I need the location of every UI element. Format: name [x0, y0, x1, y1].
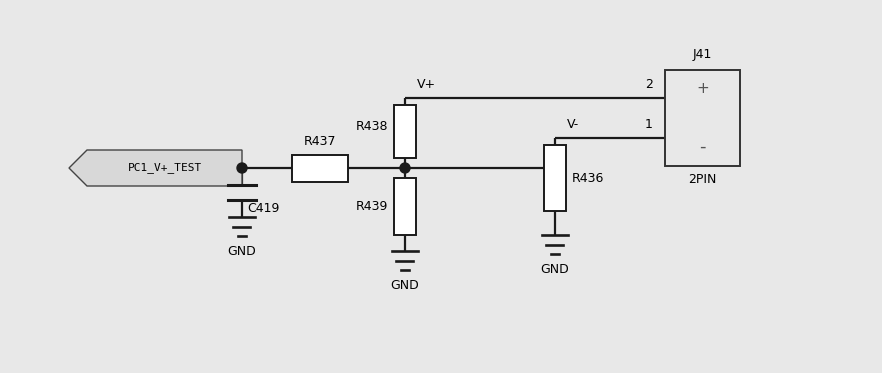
Text: R439: R439 [355, 200, 388, 213]
Bar [394, 105, 416, 158]
Circle shape [400, 163, 410, 173]
Polygon shape [69, 150, 242, 186]
Text: PC1_V+_TEST: PC1_V+_TEST [129, 163, 203, 173]
Bar [665, 70, 740, 166]
Text: 1: 1 [645, 118, 653, 131]
Text: GND: GND [541, 263, 570, 276]
Text: R438: R438 [355, 120, 388, 133]
Text: R436: R436 [572, 172, 604, 185]
Text: 2PIN: 2PIN [688, 173, 717, 186]
Circle shape [237, 163, 247, 173]
Text: GND: GND [228, 245, 257, 258]
Text: GND: GND [391, 279, 419, 292]
Text: R437: R437 [303, 135, 336, 148]
Text: V-: V- [567, 118, 579, 131]
Bar [544, 145, 566, 211]
Text: C419: C419 [247, 202, 280, 215]
Text: +: + [696, 81, 709, 97]
Text: V+: V+ [417, 78, 436, 91]
Text: 2: 2 [645, 78, 653, 91]
Text: J41: J41 [693, 48, 712, 61]
Bar [394, 178, 416, 235]
Text: -: - [699, 138, 706, 156]
Bar [292, 154, 348, 182]
